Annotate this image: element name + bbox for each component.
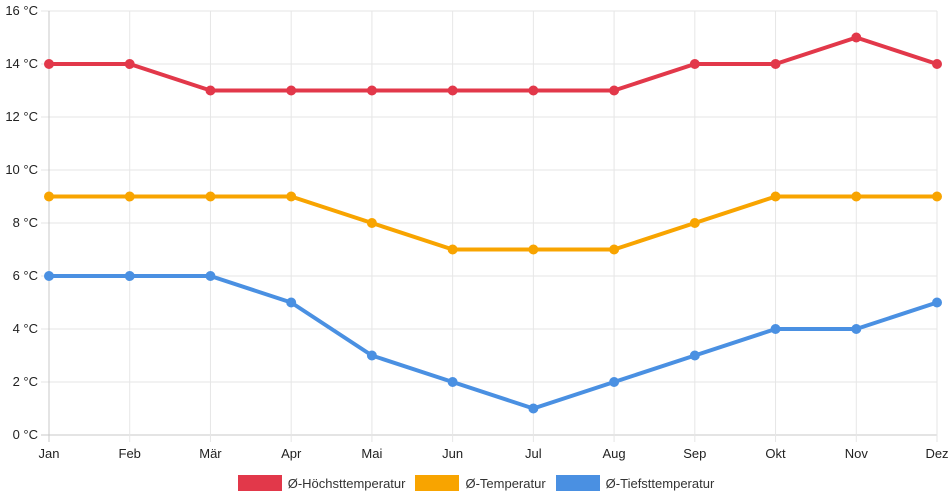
series-lines [44,32,942,414]
data-point-tiefsttemperatur[interactable] [366,350,377,361]
legend-swatch-temperatur [415,475,460,491]
data-point-hoechsttemperatur[interactable] [366,85,377,96]
data-point-tiefsttemperatur[interactable] [447,377,458,387]
y-tick-label: 16 °C [5,3,38,18]
data-point-temperatur[interactable] [932,191,942,202]
x-tick-label: Dez [925,446,948,461]
data-point-tiefsttemperatur[interactable] [770,324,781,334]
data-point-hoechsttemperatur[interactable] [851,32,862,43]
data-point-temperatur[interactable] [205,191,216,202]
y-axis-ticks: 0 °C 2 °C 4 °C 6 °C 8 °C 10 °C 12 °C 14 °C 16 °C [5,3,38,442]
data-point-temperatur[interactable] [366,218,377,228]
x-tick-label: Jul [525,446,542,461]
data-point-hoechsttemperatur[interactable] [447,85,458,96]
data-point-temperatur[interactable] [286,191,297,202]
x-axis-ticks: Jan Feb Mär Apr Mai Jun Jul Aug Sep Okt Nov Dez [39,446,949,461]
legend-label-tiefsttemperatur: Ø-Tiefsttemperatur [605,475,715,491]
legend-label-temperatur: Ø-Temperatur [465,475,546,491]
x-tick-label: Feb [119,446,141,461]
y-tick-label: 0 °C [13,427,38,442]
y-tick-label: 2 °C [13,374,38,389]
data-point-hoechsttemperatur[interactable] [286,85,297,96]
x-tick-label: Mai [361,446,382,461]
data-point-tiefsttemperatur[interactable] [689,350,700,361]
x-tick-label: Okt [765,446,786,461]
data-point-hoechsttemperatur[interactable] [932,59,942,69]
grid [41,10,938,442]
x-tick-label: Jun [442,446,463,461]
y-tick-label: 10 °C [5,162,38,177]
data-point-hoechsttemperatur[interactable] [609,85,620,96]
series-line-temperatur [47,194,939,252]
y-tick-label: 8 °C [13,215,38,230]
data-point-tiefsttemperatur[interactable] [528,403,539,414]
y-tick-label: 6 °C [13,268,38,283]
x-tick-label: Sep [683,446,706,461]
data-point-temperatur[interactable] [770,191,781,202]
x-tick-label: Nov [845,446,869,461]
data-point-tiefsttemperatur[interactable] [932,297,942,308]
data-point-tiefsttemperatur[interactable] [286,297,297,308]
legend-swatch-hoechsttemperatur [237,475,282,491]
data-point-temperatur[interactable] [44,191,54,202]
legend-item-temperatur[interactable]: Ø-Temperatur [415,475,546,491]
data-point-temperatur[interactable] [447,244,458,255]
data-point-temperatur[interactable] [528,244,539,255]
data-point-tiefsttemperatur[interactable] [44,271,54,281]
data-point-hoechsttemperatur[interactable] [770,59,781,69]
data-point-hoechsttemperatur[interactable] [124,59,135,69]
legend: Ø-Höchsttemperatur Ø-Temperatur Ø-Tiefst… [0,473,952,493]
series-line-tiefsttemperatur [47,274,939,411]
x-tick-label: Jan [39,446,60,461]
legend-label-hoechsttemperatur: Ø-Höchsttemperatur [287,475,406,491]
x-tick-label: Aug [603,446,626,461]
legend-swatch-tiefsttemperatur [555,475,600,491]
data-point-temperatur[interactable] [851,191,862,202]
series-tiefsttemperatur [44,271,942,414]
x-tick-label: Apr [281,446,302,461]
data-point-tiefsttemperatur[interactable] [205,271,216,281]
data-point-hoechsttemperatur[interactable] [528,85,539,96]
series-temperatur [44,191,942,255]
data-point-temperatur[interactable] [609,244,620,255]
data-point-tiefsttemperatur[interactable] [609,377,620,387]
data-point-hoechsttemperatur[interactable] [205,85,216,96]
x-tick-label: Mär [199,446,222,461]
temperature-line-chart: 0 °C 2 °C 4 °C 6 °C 8 °C 10 °C 12 °C 14 °C 16 °C… [5,3,949,461]
legend-item-hoechsttemperatur[interactable]: Ø-Höchsttemperatur [237,475,406,491]
data-point-hoechsttemperatur[interactable] [44,59,54,69]
data-point-tiefsttemperatur[interactable] [851,324,862,334]
y-tick-label: 14 °C [5,56,38,71]
y-tick-label: 12 °C [5,109,38,124]
data-point-temperatur[interactable] [124,191,135,202]
legend-item-tiefsttemperatur[interactable]: Ø-Tiefsttemperatur [555,475,715,491]
series-line-hoechsttemperatur [47,35,939,93]
y-tick-label: 4 °C [13,321,38,336]
data-point-tiefsttemperatur[interactable] [124,271,135,281]
data-point-temperatur[interactable] [689,218,700,228]
series-hoechsttemperatur [44,32,942,96]
data-point-hoechsttemperatur[interactable] [689,59,700,69]
